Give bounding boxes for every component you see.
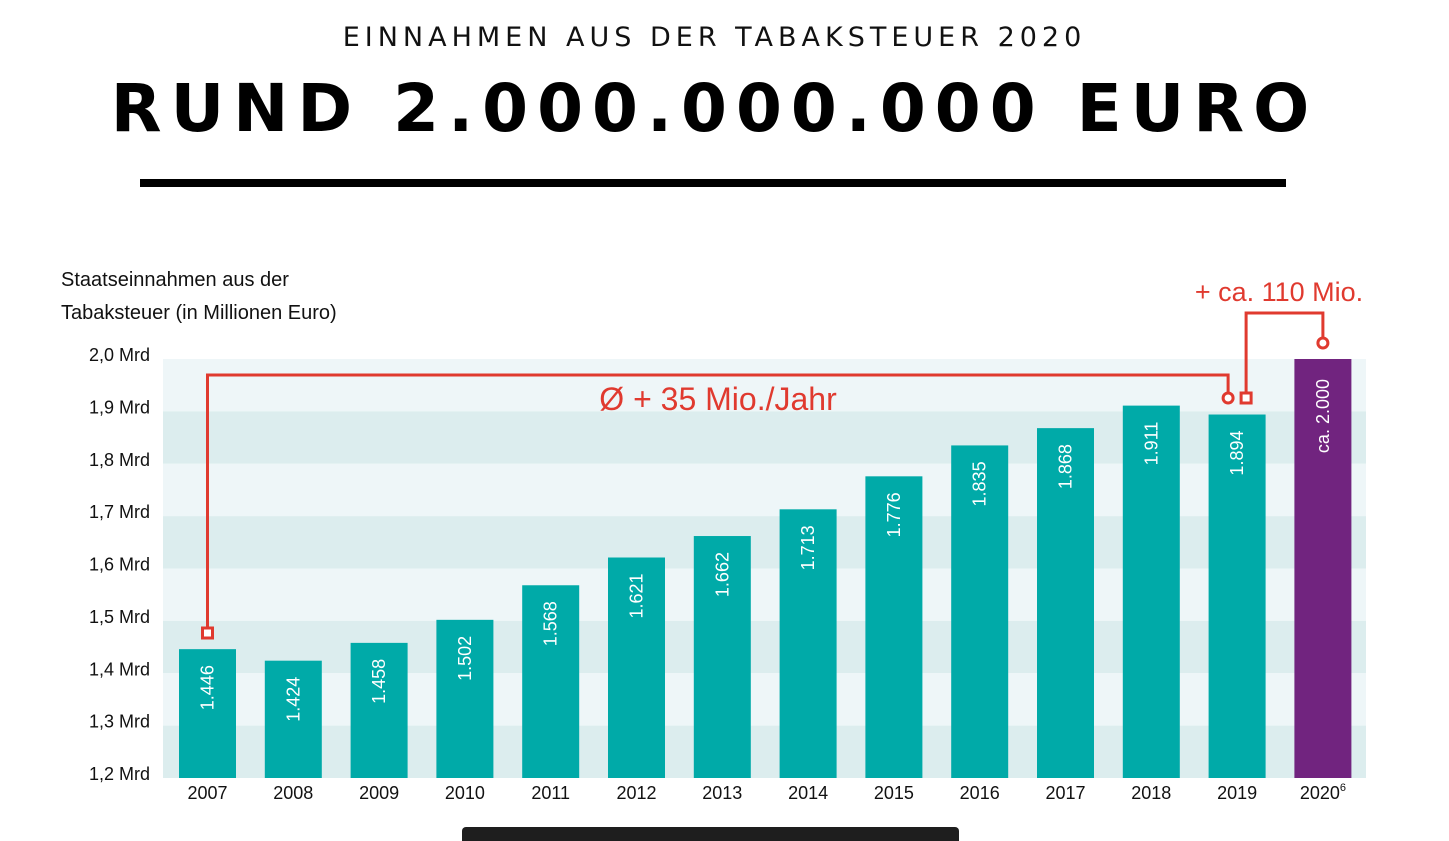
bar [1122,405,1180,778]
y-tick-label: 1,8 Mrd [89,450,150,470]
x-tick-label: 2019 [1217,783,1257,803]
bar [779,509,837,778]
bar-value-label: 1.662 [712,552,732,597]
y-tick-label: 1,2 Mrd [89,764,150,784]
y-axis-ticks: 2,0 Mrd 1,9 Mrd 1,8 Mrd 1,7 Mrd 1,6 Mrd 1,5 M… [89,345,150,784]
y-axis-title-line-1: Staatseinnahmen aus der [61,269,289,291]
x-tick-label: 2012 [616,783,656,803]
x-axis-ticks: 2007 2008 2009 2010 2011 2012 2013 2014 2015 2016… [187,782,1346,803]
x-tick-label: 2018 [1131,783,1171,803]
x-tick-label: 2009 [359,783,399,803]
supertitle: EINNAHMEN AUS DER TABAKSTEUER 2020 [342,22,1087,53]
grid-band [163,725,1366,778]
scroll-indicator [462,827,959,841]
x-tick-label: 2014 [788,783,828,803]
bar-value-label: 1.621 [627,574,647,619]
increase-end-marker [1316,336,1330,350]
bar-value-label: ca. 2.000 [1313,379,1333,453]
grid-band [163,411,1366,464]
y-tick-label: 1,6 Mrd [89,555,150,575]
x-tick-label: 2008 [273,783,313,803]
x-tick-label: 2007 [187,783,227,803]
y-tick-label: 2,0 Mrd [89,345,150,365]
bar-value-label: 1.424 [283,677,303,722]
bar [865,476,923,778]
bars: 1.446 1.424 1.458 1.502 1.568 1.621 1.662 1.713… [179,359,1352,778]
bracket-end-marker [1221,391,1235,405]
grid-band [163,359,1366,412]
x-tick-label: 20206 [1300,782,1346,803]
x-tick-label: 2011 [531,783,570,803]
y-axis-title: Staatseinnahmen aus der Tabaksteuer (in … [61,264,337,330]
grid-band [163,620,1366,674]
grid-band [163,463,1366,517]
avg-increase-annotation: Ø + 35 Mio./Jahr [599,381,837,417]
bar-value-label: 1.502 [455,636,475,681]
bar [522,585,580,778]
grid-band [163,673,1366,726]
grid-band [163,568,1366,621]
grid-band [163,516,1366,569]
annotations: Ø + 35 Mio./Jahr + ca. 110 Mio. [201,277,1363,640]
bar [1208,414,1266,778]
x-tick-label: 2015 [874,783,914,803]
bar-value-label: 1.458 [369,659,389,704]
y-tick-label: 1,3 Mrd [89,712,150,732]
bar-value-label: 1.868 [1056,444,1076,489]
footnote-superscript: 6 [1340,782,1346,794]
bar [1037,428,1094,778]
bar [1294,359,1352,778]
x-tick-label: 2016 [960,783,1000,803]
bar [951,445,1009,778]
headline: RUND 2.000.000.000 EURO [110,70,1319,147]
y-tick-label: 1,5 Mrd [89,607,150,627]
y-tick-label: 1,9 Mrd [89,397,150,417]
y-tick-label: 1,4 Mrd [89,659,150,679]
bar-value-label: 1.713 [798,525,818,570]
bar-value-label: 1.446 [198,665,218,710]
title-divider [140,179,1286,187]
bar [693,536,751,778]
y-axis-title-line-2: Tabaksteuer (in Millionen Euro) [61,302,337,324]
x-tick-label: 2010 [445,783,485,803]
bracket-start-marker [201,626,214,640]
trend-bracket-line [206,373,1230,628]
bar [608,557,665,778]
background-bands [163,359,1366,778]
increase-start-marker [1239,391,1253,405]
x-tick-label: 2017 [1045,783,1085,803]
bar [436,619,494,778]
bar-value-label: 1.568 [541,601,561,646]
bar-value-label: 1.894 [1227,431,1247,476]
y-tick-label: 1,7 Mrd [89,502,150,522]
bar-value-label: 1.911 [1141,422,1161,466]
bar-value-label: 1.835 [970,461,990,506]
x-tick-label: 2013 [702,783,742,803]
bar [179,649,236,778]
bar [264,660,322,778]
yearly-increase-annotation: + ca. 110 Mio. [1195,277,1363,307]
increase-bracket-line [1244,311,1325,393]
bar-value-label: 1.776 [884,492,904,537]
bar [350,642,408,778]
